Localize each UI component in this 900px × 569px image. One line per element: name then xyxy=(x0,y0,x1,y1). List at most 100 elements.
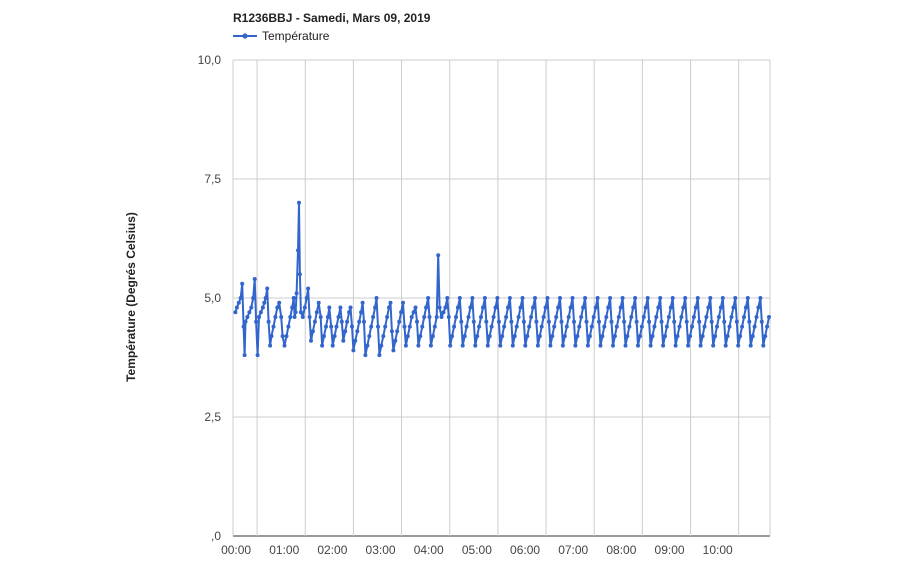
data-point[interactable] xyxy=(357,319,362,324)
data-point[interactable] xyxy=(376,324,380,329)
data-point[interactable] xyxy=(411,310,416,315)
data-point[interactable] xyxy=(443,305,448,310)
data-point[interactable] xyxy=(681,305,686,310)
data-point[interactable] xyxy=(468,305,473,310)
data-point[interactable] xyxy=(541,315,546,319)
data-point[interactable] xyxy=(625,334,630,339)
data-point[interactable] xyxy=(336,315,341,319)
data-point[interactable] xyxy=(273,315,278,319)
data-point[interactable] xyxy=(650,334,655,339)
data-point[interactable] xyxy=(539,324,544,329)
data-point[interactable] xyxy=(747,319,752,324)
data-point[interactable] xyxy=(243,319,248,324)
data-point[interactable] xyxy=(348,305,353,310)
data-point[interactable] xyxy=(683,296,688,300)
data-point[interactable] xyxy=(242,353,247,358)
data-point[interactable] xyxy=(618,305,623,310)
data-point[interactable] xyxy=(666,315,671,319)
data-point[interactable] xyxy=(495,296,500,300)
data-point[interactable] xyxy=(725,334,730,339)
data-point[interactable] xyxy=(729,315,734,319)
data-point[interactable] xyxy=(604,315,609,319)
data-point[interactable] xyxy=(523,343,528,348)
data-point[interactable] xyxy=(327,305,332,310)
data-point[interactable] xyxy=(510,343,515,348)
data-point[interactable] xyxy=(374,296,379,300)
data-point[interactable] xyxy=(389,329,394,334)
data-point[interactable] xyxy=(631,305,636,310)
data-point[interactable] xyxy=(292,315,297,319)
data-point[interactable] xyxy=(341,338,346,343)
data-point[interactable] xyxy=(475,334,480,339)
data-point[interactable] xyxy=(320,343,325,348)
data-point[interactable] xyxy=(534,319,539,324)
data-point[interactable] xyxy=(767,315,771,319)
data-point[interactable] xyxy=(363,353,368,358)
data-point[interactable] xyxy=(491,315,496,319)
data-point[interactable] xyxy=(422,315,427,319)
data-point[interactable] xyxy=(743,305,748,310)
data-point[interactable] xyxy=(249,305,254,310)
data-point[interactable] xyxy=(403,343,408,348)
data-point[interactable] xyxy=(679,315,684,319)
data-point[interactable] xyxy=(502,324,507,329)
data-point[interactable] xyxy=(424,305,429,310)
data-point[interactable] xyxy=(345,319,350,324)
data-point[interactable] xyxy=(418,334,423,339)
data-point[interactable] xyxy=(347,310,352,315)
data-point[interactable] xyxy=(652,324,657,329)
data-point[interactable] xyxy=(471,319,476,324)
data-point[interactable] xyxy=(552,324,557,329)
data-point[interactable] xyxy=(377,353,382,358)
data-point[interactable] xyxy=(733,296,738,300)
data-point[interactable] xyxy=(543,305,548,310)
data-point[interactable] xyxy=(251,296,256,300)
data-point[interactable] xyxy=(693,305,698,310)
data-point[interactable] xyxy=(434,315,439,319)
data-point[interactable] xyxy=(550,334,555,339)
data-point[interactable] xyxy=(355,329,360,334)
data-point[interactable] xyxy=(535,343,540,348)
data-point[interactable] xyxy=(479,315,483,319)
data-point[interactable] xyxy=(763,334,768,339)
data-point[interactable] xyxy=(734,319,739,324)
data-point[interactable] xyxy=(745,296,750,300)
data-point[interactable] xyxy=(262,300,267,305)
data-point[interactable] xyxy=(271,324,276,329)
data-point[interactable] xyxy=(611,343,615,348)
data-point[interactable] xyxy=(452,324,457,329)
data-point[interactable] xyxy=(407,324,412,329)
data-point[interactable] xyxy=(525,334,530,339)
data-point[interactable] xyxy=(566,315,571,319)
data-point[interactable] xyxy=(633,296,638,300)
data-point[interactable] xyxy=(460,343,465,348)
data-point[interactable] xyxy=(362,319,366,324)
data-point[interactable] xyxy=(496,319,501,324)
data-point[interactable] xyxy=(445,296,450,300)
data-point[interactable] xyxy=(338,305,343,310)
data-point[interactable] xyxy=(641,315,646,319)
data-point[interactable] xyxy=(481,305,485,310)
data-point[interactable] xyxy=(750,334,755,339)
data-point[interactable] xyxy=(293,310,298,315)
data-point[interactable] xyxy=(297,272,302,277)
data-point[interactable] xyxy=(695,296,700,300)
data-point[interactable] xyxy=(602,324,607,329)
data-point[interactable] xyxy=(686,343,691,348)
data-point[interactable] xyxy=(608,296,613,300)
data-point[interactable] xyxy=(334,324,339,329)
data-point[interactable] xyxy=(236,300,241,305)
data-point[interactable] xyxy=(359,310,364,315)
data-point[interactable] xyxy=(393,338,398,343)
data-point[interactable] xyxy=(688,334,693,339)
data-point[interactable] xyxy=(240,281,245,286)
data-point[interactable] xyxy=(554,315,559,319)
data-point[interactable] xyxy=(436,253,441,258)
data-point[interactable] xyxy=(233,310,238,315)
data-point[interactable] xyxy=(736,343,741,348)
data-point[interactable] xyxy=(309,338,313,343)
data-point[interactable] xyxy=(298,310,303,315)
data-point[interactable] xyxy=(506,305,510,310)
data-point[interactable] xyxy=(568,305,573,310)
data-point[interactable] xyxy=(260,305,265,310)
